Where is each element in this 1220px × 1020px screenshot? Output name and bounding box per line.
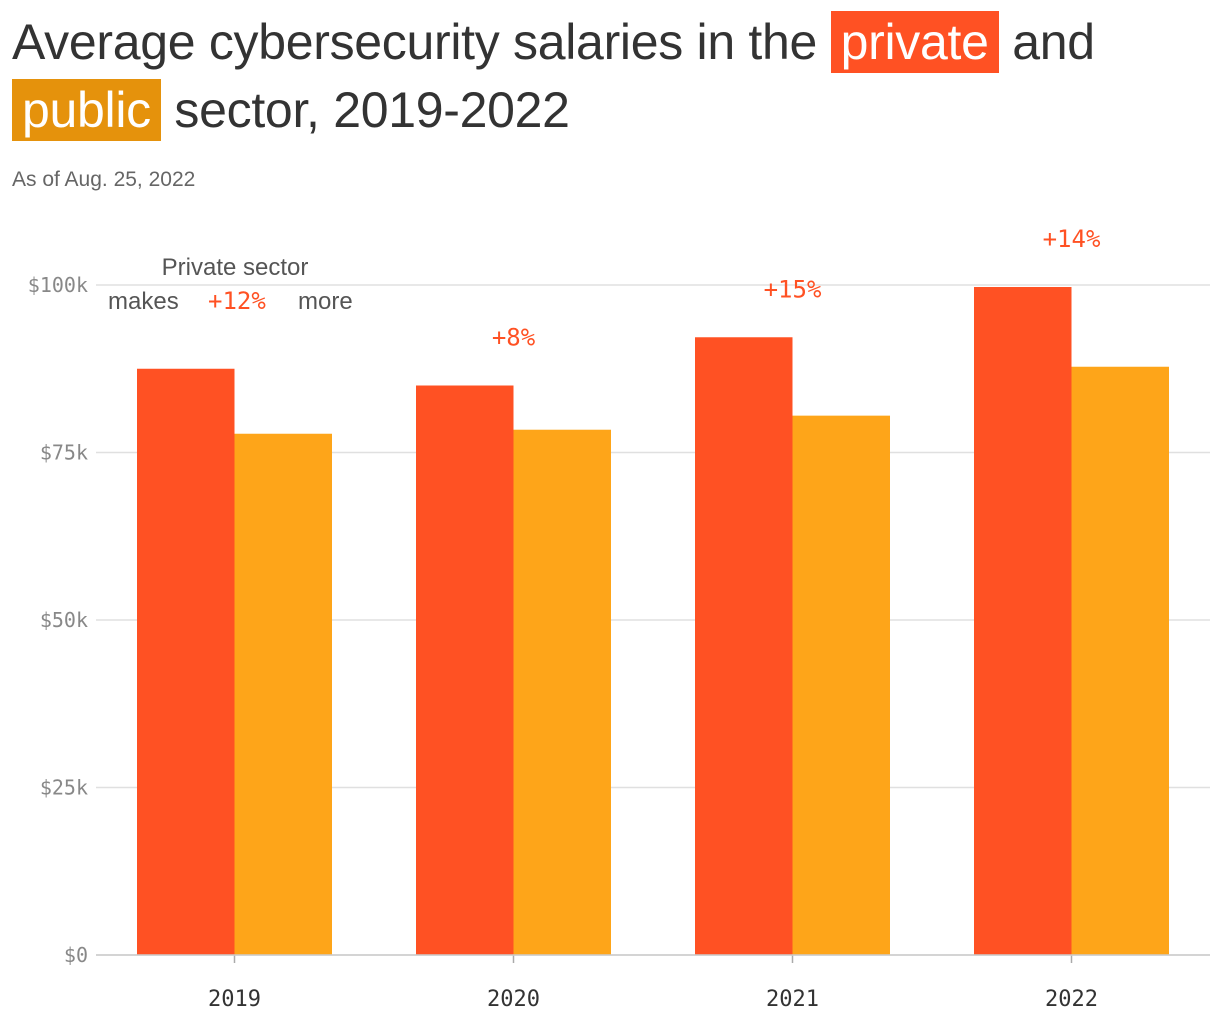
bar-public: [792, 415, 890, 955]
annotation-more: more: [298, 288, 353, 315]
y-tick-label: $50k: [40, 608, 88, 632]
bar-private: [416, 385, 514, 955]
bar-private: [137, 368, 235, 955]
bar-private: [695, 337, 793, 955]
chart-subtitle: As of Aug. 25, 2022: [12, 168, 196, 191]
y-tick-label: $25k: [40, 776, 88, 800]
annotation-makes: makes: [108, 288, 179, 315]
annotation-value: +12%: [208, 287, 266, 315]
bar-public: [234, 433, 332, 955]
difference-label: +8%: [492, 324, 536, 352]
bar-private: [974, 287, 1072, 955]
annotation-line-1: Private sector: [162, 254, 309, 281]
y-tick-label: $100k: [28, 273, 88, 297]
bar-public: [1071, 366, 1169, 955]
x-tick-label: 2022: [1045, 987, 1098, 1012]
title-text-middle: and: [998, 14, 1095, 70]
y-tick-label: $0: [64, 943, 88, 967]
x-tick-label: 2021: [766, 987, 819, 1012]
title-text-start: Average cybersecurity salaries in the: [12, 14, 831, 70]
public-highlight: public: [12, 79, 161, 141]
difference-label: +15%: [764, 275, 822, 303]
x-tick-label: 2019: [208, 987, 261, 1012]
y-tick-label: $75k: [40, 441, 88, 465]
title-text-end: sector, 2019-2022: [160, 82, 570, 138]
private-highlight: private: [830, 11, 999, 73]
x-tick-label: 2020: [487, 987, 540, 1012]
difference-label: +14%: [1043, 225, 1101, 253]
chart-title: Average cybersecurity salaries in the pr…: [12, 8, 1207, 144]
bar-public: [513, 429, 611, 956]
